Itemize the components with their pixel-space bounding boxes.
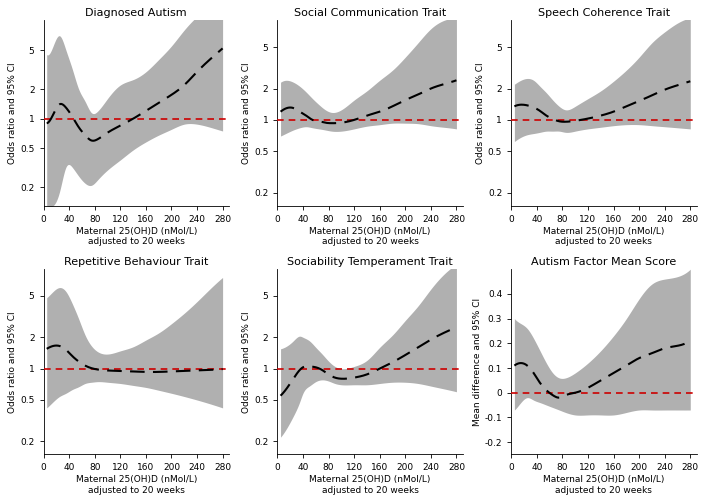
X-axis label: Maternal 25(OH)D (nMol/L)
adjusted to 20 weeks: Maternal 25(OH)D (nMol/L) adjusted to 20…: [76, 475, 197, 494]
X-axis label: Maternal 25(OH)D (nMol/L)
adjusted to 20 weeks: Maternal 25(OH)D (nMol/L) adjusted to 20…: [309, 226, 430, 246]
Y-axis label: Odds ratio and 95% CI: Odds ratio and 95% CI: [476, 62, 485, 164]
Title: Sociability Temperament Trait: Sociability Temperament Trait: [287, 257, 453, 267]
Y-axis label: Mean difference and 95% CI: Mean difference and 95% CI: [473, 298, 481, 426]
Title: Social Communication Trait: Social Communication Trait: [294, 9, 446, 18]
Y-axis label: Odds ratio and 95% CI: Odds ratio and 95% CI: [242, 62, 251, 164]
Y-axis label: Odds ratio and 95% CI: Odds ratio and 95% CI: [8, 311, 17, 412]
Title: Repetitive Behaviour Trait: Repetitive Behaviour Trait: [64, 257, 208, 267]
Title: Autism Factor Mean Score: Autism Factor Mean Score: [531, 257, 677, 267]
X-axis label: Maternal 25(OH)D (nMol/L)
adjusted to 20 weeks: Maternal 25(OH)D (nMol/L) adjusted to 20…: [543, 475, 665, 494]
Title: Speech Coherence Trait: Speech Coherence Trait: [538, 9, 670, 18]
Title: Diagnosed Autism: Diagnosed Autism: [86, 9, 187, 18]
Y-axis label: Odds ratio and 95% CI: Odds ratio and 95% CI: [8, 62, 17, 164]
Y-axis label: Odds ratio and 95% CI: Odds ratio and 95% CI: [242, 311, 251, 412]
X-axis label: Maternal 25(OH)D (nMol/L)
adjusted to 20 weeks: Maternal 25(OH)D (nMol/L) adjusted to 20…: [76, 226, 197, 246]
X-axis label: Maternal 25(OH)D (nMol/L)
adjusted to 20 weeks: Maternal 25(OH)D (nMol/L) adjusted to 20…: [309, 475, 430, 494]
X-axis label: Maternal 25(OH)D (nMol/L)
adjusted to 20 weeks: Maternal 25(OH)D (nMol/L) adjusted to 20…: [543, 226, 665, 246]
